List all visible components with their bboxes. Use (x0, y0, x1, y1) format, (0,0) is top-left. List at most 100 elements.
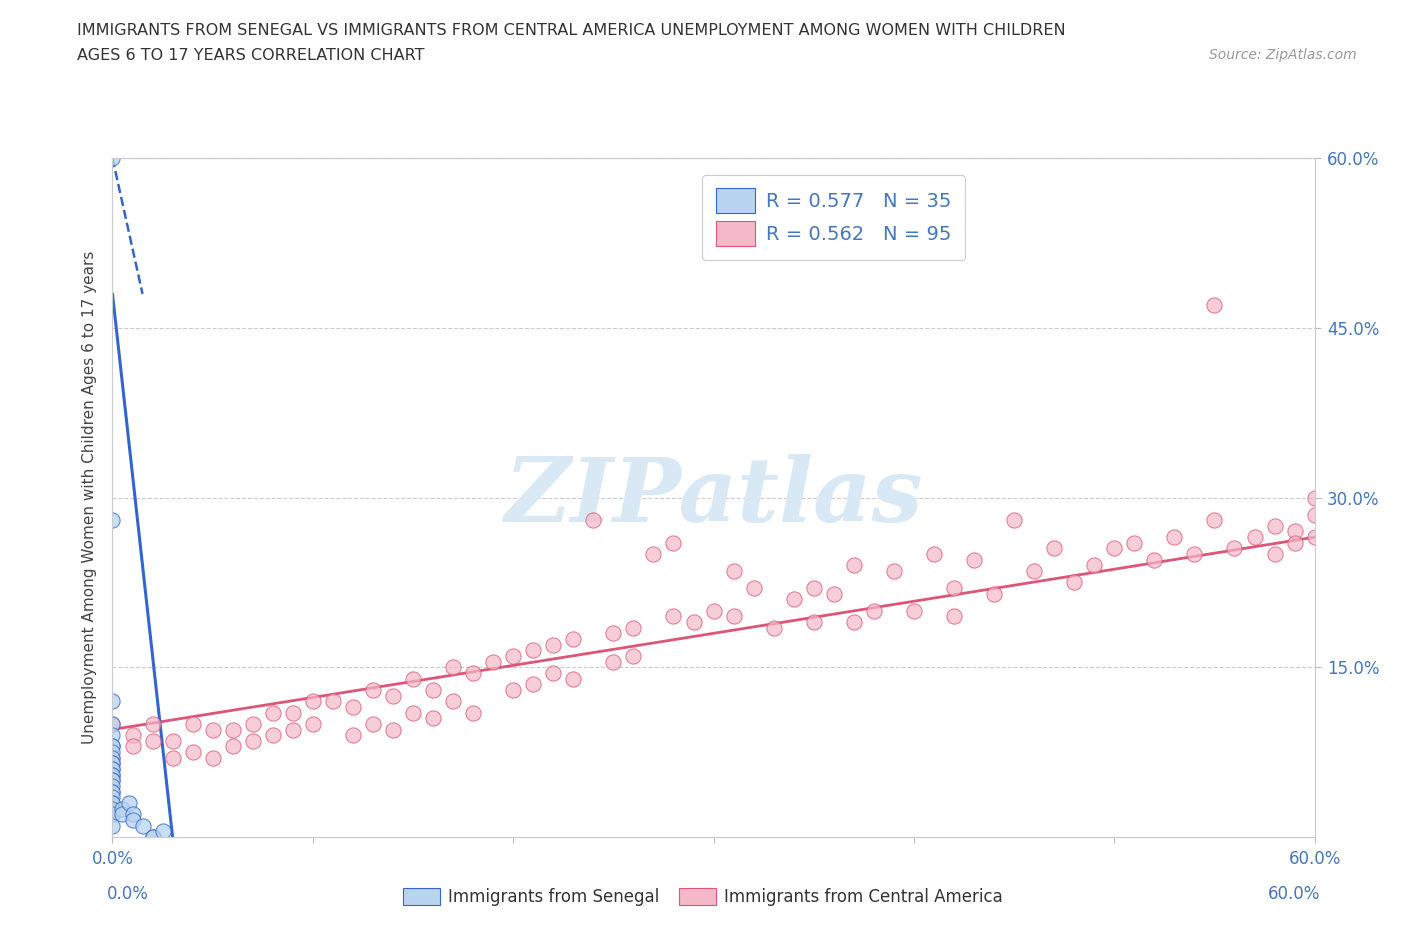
Point (1102, 541, 1125, 556)
Point (1303, 507, 1326, 522)
Point (101, 784, 124, 799)
Point (1163, 530, 1185, 545)
Point (101, 767, 124, 782)
Point (101, 773, 124, 788)
Point (101, 512, 124, 527)
Point (842, 558, 865, 573)
Text: IMMIGRANTS FROM SENEGAL VS IMMIGRANTS FROM CENTRAL AMERICA UNEMPLOYMENT AMONG WO: IMMIGRANTS FROM SENEGAL VS IMMIGRANTS FR… (77, 23, 1066, 38)
Point (131, 818, 153, 833)
Point (1184, 547, 1206, 562)
Point (461, 705, 484, 720)
Point (702, 604, 725, 618)
Point (963, 552, 986, 567)
Point (1204, 298, 1226, 312)
Point (621, 620, 644, 635)
Point (111, 807, 134, 822)
Point (222, 739, 245, 754)
Point (101, 716, 124, 731)
Point (662, 609, 685, 624)
Legend: Immigrants from Senegal, Immigrants from Central America: Immigrants from Senegal, Immigrants from… (396, 881, 1010, 912)
Point (441, 660, 464, 675)
Point (101, 739, 124, 754)
Point (441, 694, 464, 709)
Point (342, 727, 364, 742)
Point (1024, 564, 1046, 578)
Point (121, 807, 143, 822)
Point (242, 734, 264, 749)
Point (162, 751, 184, 765)
Point (543, 637, 565, 652)
Point (322, 694, 344, 709)
Point (101, 784, 124, 799)
Text: 0.0%: 0.0% (107, 884, 149, 902)
Point (101, 751, 124, 765)
Point (361, 683, 384, 698)
Point (382, 688, 405, 703)
Point (152, 824, 174, 839)
Point (101, 751, 124, 765)
Point (1223, 541, 1246, 556)
Point (502, 648, 524, 663)
Point (162, 734, 184, 749)
Point (863, 604, 886, 618)
Point (101, 756, 124, 771)
Point (302, 694, 325, 709)
Point (101, 151, 124, 166)
Point (281, 705, 304, 720)
Point (141, 830, 163, 844)
Point (1063, 575, 1085, 590)
Point (1123, 536, 1146, 551)
Text: Source: ZipAtlas.com: Source: ZipAtlas.com (1209, 48, 1357, 62)
Point (242, 716, 264, 731)
Point (101, 773, 124, 788)
Point (621, 648, 644, 663)
Point (842, 615, 865, 630)
Point (582, 512, 605, 527)
Point (983, 586, 1005, 601)
Point (1284, 536, 1306, 551)
Point (782, 592, 804, 607)
Point (942, 609, 965, 624)
Point (101, 762, 124, 777)
Point (803, 615, 825, 630)
Point (1243, 530, 1265, 545)
Point (522, 643, 544, 658)
Point (101, 727, 124, 742)
Point (922, 547, 945, 562)
Point (281, 722, 304, 737)
Point (262, 705, 284, 720)
Point (723, 564, 745, 578)
Y-axis label: Unemployment Among Women with Children Ages 6 to 17 years: Unemployment Among Women with Children A… (82, 251, 97, 744)
Legend: R = 0.577   N = 35, R = 0.562   N = 95: R = 0.577 N = 35, R = 0.562 N = 95 (702, 175, 966, 259)
Point (121, 727, 143, 742)
Point (101, 802, 124, 817)
Point (1264, 547, 1286, 562)
Point (181, 745, 204, 760)
Point (141, 830, 163, 844)
Point (482, 654, 505, 669)
Point (201, 722, 224, 737)
Point (302, 716, 325, 731)
Point (181, 716, 204, 731)
Point (101, 778, 124, 793)
Point (422, 711, 444, 725)
Point (141, 716, 163, 731)
Point (1043, 541, 1066, 556)
Point (101, 807, 124, 822)
Point (662, 536, 685, 551)
Point (823, 586, 845, 601)
Point (723, 609, 745, 624)
Point (117, 796, 139, 811)
Point (522, 677, 544, 692)
Point (342, 699, 364, 714)
Point (643, 547, 665, 562)
Point (742, 580, 765, 595)
Point (942, 580, 965, 595)
Point (1284, 524, 1306, 538)
Point (141, 734, 163, 749)
Point (361, 716, 384, 731)
Point (111, 802, 134, 817)
Point (1303, 530, 1326, 545)
Point (101, 796, 124, 811)
Point (101, 745, 124, 760)
